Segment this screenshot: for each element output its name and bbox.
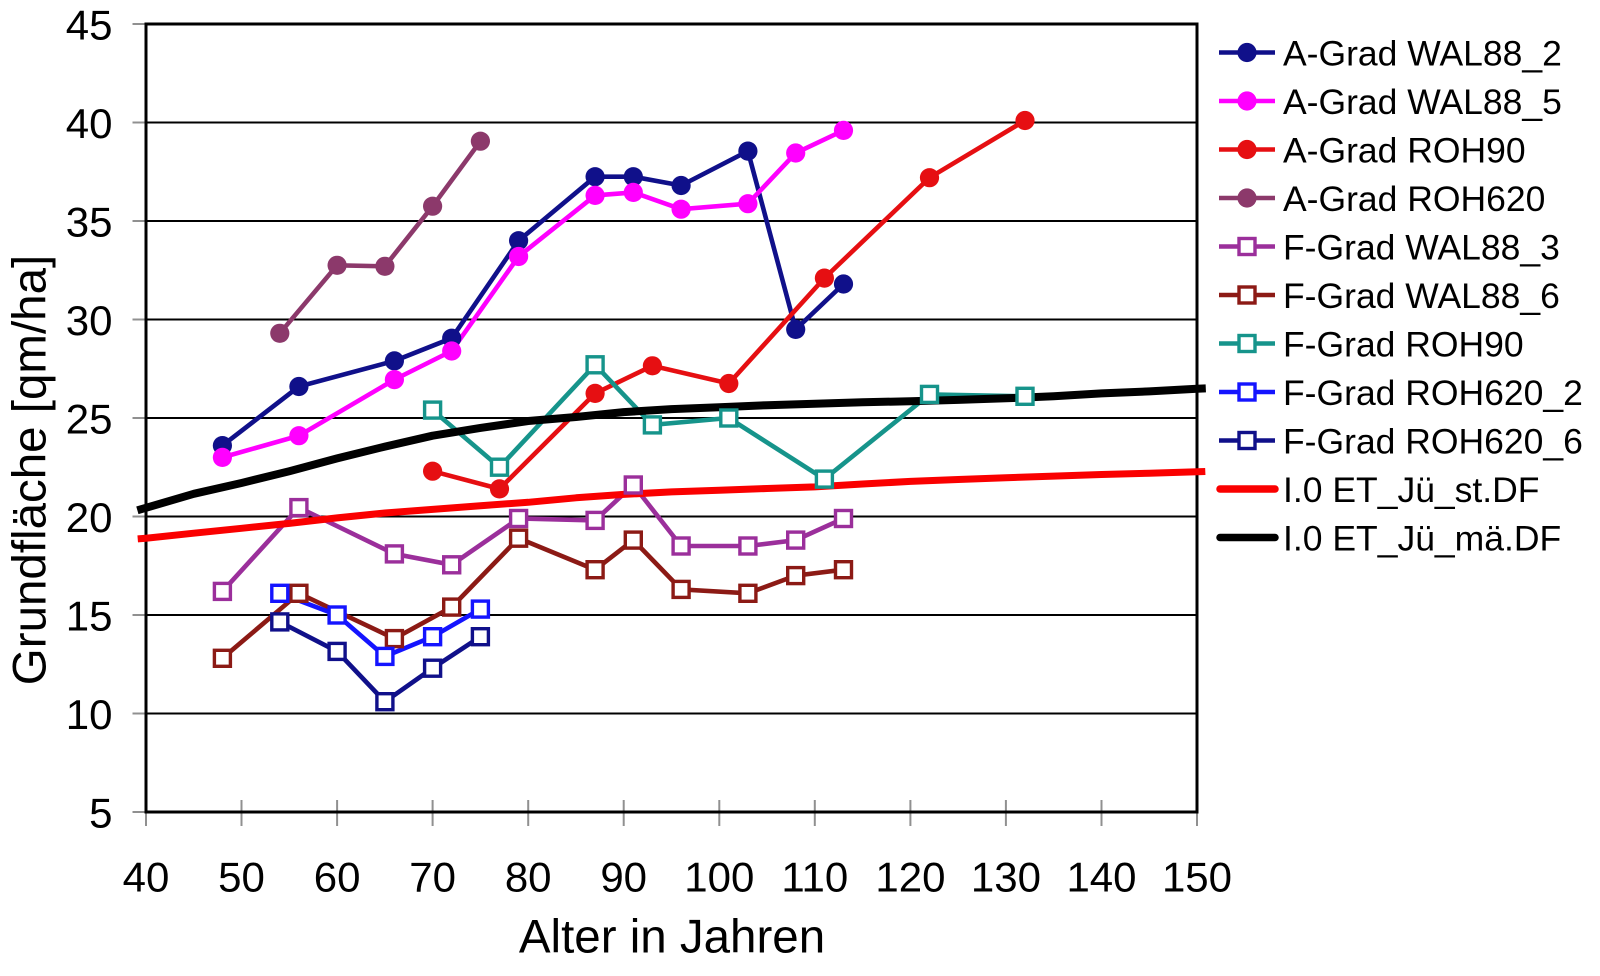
svg-text:F-Grad ROH90: F-Grad ROH90: [1283, 324, 1524, 364]
svg-text:15: 15: [66, 593, 113, 640]
svg-text:40: 40: [123, 854, 170, 901]
svg-text:60: 60: [314, 854, 361, 901]
svg-text:10: 10: [66, 691, 113, 738]
svg-text:A-Grad WAL88_5: A-Grad WAL88_5: [1283, 82, 1562, 122]
svg-text:A-Grad WAL88_2: A-Grad WAL88_2: [1283, 33, 1562, 73]
svg-text:50: 50: [218, 854, 265, 901]
svg-text:90: 90: [600, 854, 647, 901]
svg-text:100: 100: [684, 854, 754, 901]
svg-text:30: 30: [66, 297, 113, 344]
svg-text:I.0 ET_Jü_st.DF: I.0 ET_Jü_st.DF: [1283, 470, 1539, 510]
svg-text:20: 20: [66, 494, 113, 541]
svg-text:F-Grad WAL88_3: F-Grad WAL88_3: [1283, 227, 1560, 267]
svg-text:F-Grad WAL88_6: F-Grad WAL88_6: [1283, 276, 1560, 316]
svg-text:150: 150: [1162, 854, 1232, 901]
svg-text:F-Grad ROH620_2: F-Grad ROH620_2: [1283, 373, 1583, 413]
svg-text:F-Grad ROH620_6: F-Grad ROH620_6: [1283, 421, 1583, 461]
svg-text:130: 130: [971, 854, 1041, 901]
svg-text:120: 120: [875, 854, 945, 901]
svg-text:70: 70: [409, 854, 456, 901]
svg-text:5: 5: [89, 790, 112, 837]
svg-text:A-Grad ROH90: A-Grad ROH90: [1283, 130, 1526, 170]
svg-text:A-Grad ROH620: A-Grad ROH620: [1283, 179, 1545, 219]
svg-text:Alter in Jahren: Alter in Jahren: [519, 911, 825, 964]
svg-text:140: 140: [1066, 854, 1136, 901]
svg-text:25: 25: [66, 396, 113, 443]
svg-text:Grundfläche [qm/ha]: Grundfläche [qm/ha]: [4, 255, 57, 685]
svg-text:110: 110: [781, 854, 848, 901]
svg-text:80: 80: [505, 854, 552, 901]
svg-text:45: 45: [66, 2, 113, 49]
svg-text:I.0 ET_Jü_mä.DF: I.0 ET_Jü_mä.DF: [1283, 518, 1561, 558]
svg-text:40: 40: [66, 100, 113, 147]
svg-text:35: 35: [66, 199, 113, 246]
